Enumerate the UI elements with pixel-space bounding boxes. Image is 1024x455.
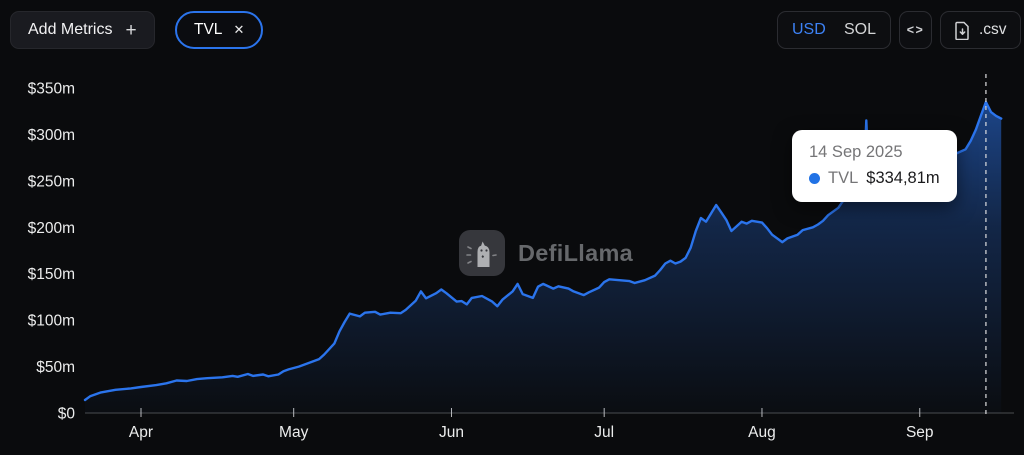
csv-label: .csv	[979, 21, 1007, 38]
tvl-series-dot	[809, 173, 820, 184]
download-csv-button[interactable]: .csv	[940, 11, 1021, 49]
x-axis-label: Sep	[906, 424, 934, 441]
x-axis-label: Jun	[439, 424, 464, 441]
currency-option-usd[interactable]: USD	[792, 21, 826, 38]
tvl-metric-chip[interactable]: TVL ✕	[175, 11, 264, 49]
y-axis-label: $0	[58, 406, 76, 423]
y-axis-label: $150m	[28, 266, 75, 283]
x-axis-label: Jul	[594, 424, 614, 441]
currency-toggle: USD SOL	[777, 11, 891, 49]
add-metrics-button[interactable]: Add Metrics +	[10, 11, 155, 49]
add-metrics-label: Add Metrics	[28, 21, 113, 38]
plus-icon: +	[125, 19, 137, 41]
tooltip-value: $334,81m	[866, 169, 940, 187]
close-icon[interactable]: ✕	[233, 22, 245, 37]
code-brackets-icon: <>	[906, 23, 925, 37]
x-axis-label: Apr	[129, 424, 153, 441]
tooltip-series-label: TVL	[828, 169, 859, 187]
embed-chart-button[interactable]: <>	[899, 11, 932, 49]
csv-file-download-icon	[955, 21, 969, 40]
y-axis-label: $350m	[28, 81, 75, 98]
tvl-area-fill	[85, 102, 1002, 413]
x-axis-label: May	[279, 424, 309, 441]
chart-tooltip: 14 Sep 2025 TVL $334,81m	[792, 130, 957, 202]
y-axis-label: $250m	[28, 173, 75, 190]
tvl-chip-label: TVL	[194, 21, 223, 38]
tooltip-date: 14 Sep 2025	[809, 143, 903, 161]
y-axis-label: $200m	[28, 220, 75, 237]
currency-option-sol[interactable]: SOL	[843, 21, 876, 38]
y-axis-label: $50m	[36, 359, 75, 376]
y-axis-label: $300m	[28, 127, 75, 144]
x-axis-label: Aug	[748, 424, 776, 441]
y-axis-label: $100m	[28, 313, 75, 330]
